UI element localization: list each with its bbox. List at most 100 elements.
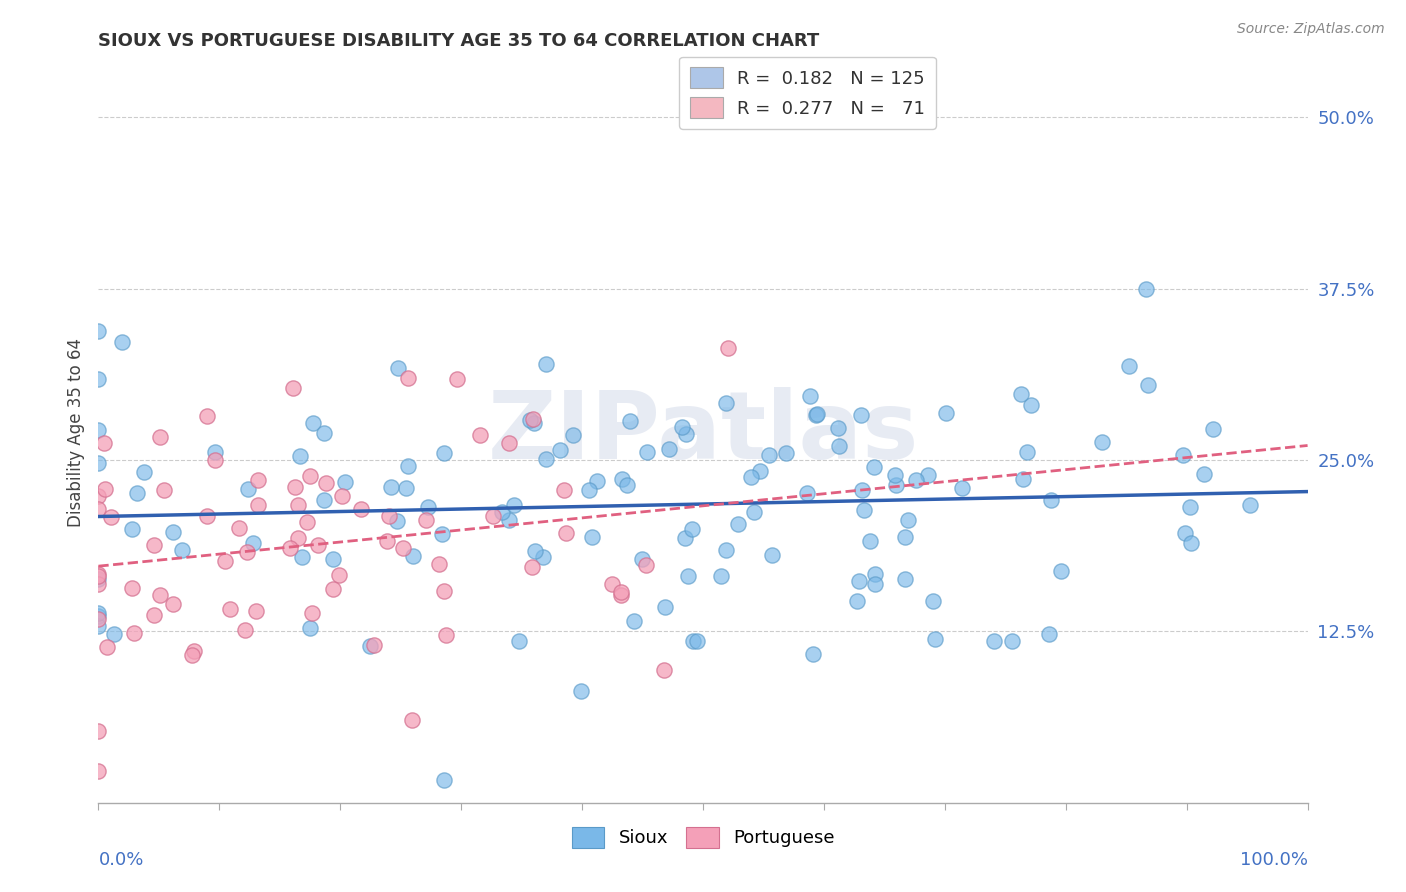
Point (548, 443, 571, 458)
Point (322, 552, 344, 566)
Point (301, 606, 323, 620)
Point (312, 493, 335, 508)
Text: 0.0%: 0.0% (98, 851, 143, 869)
Point (1135, 281, 1157, 295)
Point (172, 543, 194, 558)
Point (1012, 472, 1035, 486)
Point (416, 500, 439, 515)
Point (522, 411, 544, 425)
Point (468, 428, 491, 442)
Point (427, 557, 450, 571)
Point (103, 627, 125, 641)
Point (432, 526, 454, 541)
Point (848, 574, 870, 588)
Point (828, 439, 851, 453)
Point (242, 536, 264, 550)
Point (287, 531, 309, 545)
Point (87, 606, 110, 620)
Point (801, 647, 824, 661)
Point (93, 436, 115, 450)
Point (681, 522, 703, 536)
Point (905, 473, 928, 487)
Point (658, 442, 681, 457)
Point (314, 425, 336, 440)
Point (363, 638, 385, 652)
Point (710, 568, 733, 582)
Point (1174, 526, 1197, 541)
Point (183, 644, 205, 658)
Point (796, 485, 818, 500)
Point (228, 521, 250, 535)
Point (853, 502, 876, 516)
Point (387, 361, 409, 376)
Point (508, 634, 530, 648)
Point (569, 684, 592, 698)
Point (806, 408, 828, 422)
Point (328, 567, 350, 582)
Point (1001, 633, 1024, 648)
Point (307, 538, 329, 552)
Point (562, 428, 585, 442)
Point (935, 406, 957, 420)
Point (1192, 467, 1215, 481)
Point (630, 552, 652, 566)
Point (87, 608, 110, 623)
Point (1118, 359, 1140, 373)
Point (204, 453, 226, 467)
Point (1010, 387, 1032, 401)
Point (162, 525, 184, 540)
Point (111, 334, 134, 349)
Point (278, 541, 301, 555)
Point (218, 602, 240, 616)
Point (610, 588, 633, 602)
Point (387, 514, 409, 528)
Point (742, 505, 765, 519)
Point (380, 480, 402, 494)
Point (553, 483, 575, 497)
Point (284, 480, 307, 494)
Point (950, 481, 973, 495)
Point (897, 512, 920, 526)
Point (581, 530, 603, 544)
Point (863, 567, 886, 582)
Point (555, 525, 578, 540)
Point (498, 435, 520, 450)
Point (401, 713, 423, 727)
Point (1178, 500, 1201, 515)
Point (520, 560, 543, 574)
Point (87, 572, 110, 586)
Point (246, 498, 269, 512)
Point (87, 324, 110, 338)
Point (654, 599, 676, 614)
Point (922, 593, 945, 607)
Point (446, 372, 468, 386)
Point (378, 508, 401, 523)
Point (87, 577, 110, 591)
Y-axis label: Disability Age 35 to 64: Disability Age 35 to 64 (66, 338, 84, 527)
Point (298, 468, 321, 483)
Point (845, 593, 868, 607)
Point (536, 357, 558, 371)
Point (799, 389, 821, 403)
Point (121, 522, 143, 536)
Point (87, 489, 110, 503)
Point (623, 614, 645, 628)
Point (862, 460, 884, 475)
Point (619, 414, 641, 428)
Text: Source: ZipAtlas.com: Source: ZipAtlas.com (1237, 22, 1385, 37)
Point (195, 409, 218, 423)
Point (297, 515, 319, 529)
Point (1091, 434, 1114, 449)
Point (616, 477, 638, 491)
Point (402, 549, 425, 563)
Point (740, 470, 762, 484)
Point (204, 445, 226, 459)
Point (149, 588, 172, 602)
Point (392, 541, 415, 555)
Point (806, 407, 828, 421)
Point (127, 486, 149, 500)
Point (350, 501, 373, 516)
Point (332, 489, 354, 503)
Point (236, 483, 259, 497)
Point (578, 483, 600, 498)
